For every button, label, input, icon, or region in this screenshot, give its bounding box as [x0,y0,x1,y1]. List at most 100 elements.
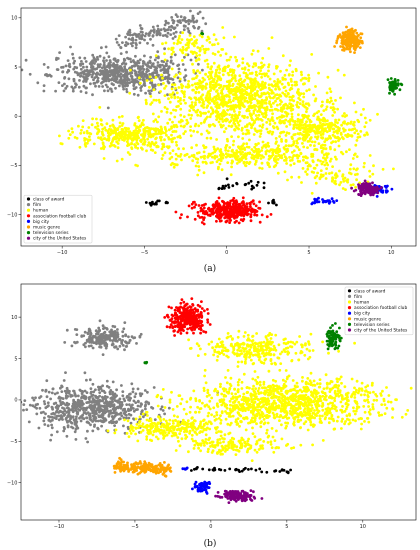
point [105,122,109,126]
point [211,161,214,164]
point [96,121,99,125]
point [88,135,91,139]
point [271,91,275,95]
point [84,397,87,401]
point [119,411,123,415]
point [209,136,213,140]
point [165,59,169,63]
point [196,108,200,112]
point [206,62,210,66]
point [152,142,155,146]
point [52,402,56,406]
point [53,392,57,396]
point [248,97,252,101]
point [73,392,77,395]
point [147,135,151,138]
series-class-of-award [144,177,278,207]
plot-frame-a [20,7,417,247]
point [161,409,165,412]
point [49,397,52,401]
point [221,48,225,51]
point [204,160,207,164]
point [354,143,358,147]
point [313,148,316,152]
point [94,416,98,420]
point [324,177,328,180]
point [226,161,230,165]
point [229,100,233,104]
point [290,175,293,179]
point [234,113,237,116]
point [167,136,170,139]
point [212,80,216,84]
point [309,164,312,168]
point [96,80,100,83]
point [132,59,135,62]
point [106,64,110,68]
point [267,157,271,161]
point [138,58,142,62]
point [209,152,213,156]
point [219,54,223,57]
point [306,124,310,128]
point [84,91,88,95]
point [276,103,279,107]
point [119,404,123,408]
point [280,138,283,141]
point [305,89,309,93]
point [91,429,95,433]
legend-box [23,194,93,244]
point [103,137,107,140]
point [79,62,82,66]
point [119,46,122,49]
point [149,95,153,98]
point [89,390,93,394]
point [149,145,152,148]
point [57,418,61,422]
point [161,131,165,135]
point [230,116,234,119]
point [249,179,253,183]
point [130,146,134,150]
point [92,417,96,420]
point [149,148,153,152]
point [134,46,138,50]
point [353,131,357,135]
point [65,416,68,420]
point [288,123,292,126]
y-tick-label: −5 [10,163,17,169]
point [321,100,324,104]
point [245,202,249,206]
point [278,119,282,122]
point [125,70,129,74]
point [122,73,126,77]
point [267,201,270,205]
point [111,138,115,142]
point [191,159,195,163]
legend-label: film [33,202,41,208]
point [283,73,287,77]
point [358,46,362,49]
point [309,137,312,140]
point [250,187,254,191]
point [371,181,374,185]
point [157,29,161,33]
point [386,78,390,81]
point [206,47,210,51]
point [224,52,228,56]
point [120,401,124,404]
point [346,33,350,37]
point [256,81,260,84]
point [17,424,20,427]
point [100,138,104,142]
point [228,113,232,116]
point [237,221,241,225]
point [154,98,158,102]
point [241,103,245,107]
point [151,62,155,66]
point [72,79,76,83]
point [333,148,337,152]
point [360,32,364,36]
point [314,131,317,134]
point [237,135,240,139]
